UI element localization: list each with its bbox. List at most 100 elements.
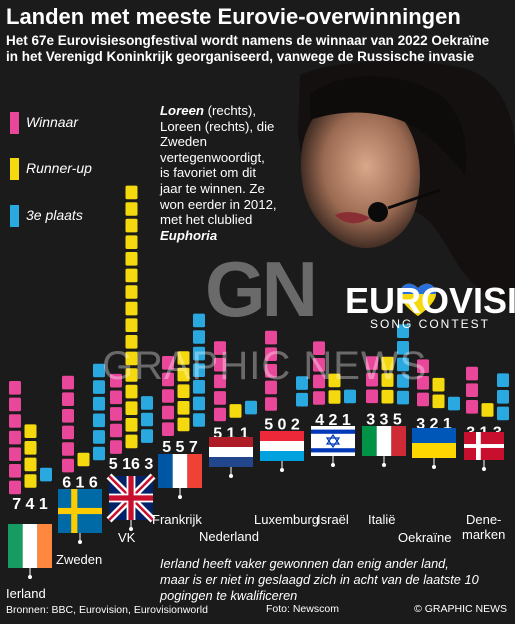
bar-cell-nederland-winnaar-3	[214, 374, 226, 389]
legend-label-3: 3e plaats	[26, 207, 83, 223]
copyright: © GRAPHIC NEWS	[414, 603, 507, 615]
bar-cell-italië-runner-up-1	[381, 389, 394, 404]
subtitle-line-1: Het 67e Eurovisiesongfestival wordt name…	[6, 33, 490, 48]
bar-cell-luxemburg-3e-plaats-2	[296, 376, 308, 390]
country-label-italië: Italië	[368, 512, 396, 527]
bar-cell-nederland-winnaar-2	[214, 391, 226, 405]
bar-cell-ierland-runner-up-1	[24, 474, 37, 488]
bar-cell-vk-runner-up-7	[125, 335, 138, 349]
bar-cell-vk-3e-plaats-1	[141, 429, 153, 443]
bar-cell-frankrijk-3e-plaats-2	[193, 396, 205, 411]
bar-cell-ierland-runner-up-3	[24, 441, 37, 455]
flag-nederland-icon	[209, 437, 253, 478]
bar-cell-israël-winnaar-2	[313, 374, 325, 389]
bar-cell-frankrijk-runner-up-1	[177, 417, 190, 432]
eurovision-heart-icon	[400, 283, 436, 316]
bar-cell-zweden-winnaar-2	[62, 442, 74, 456]
bar-cell-frankrijk-3e-plaats-1	[193, 413, 205, 427]
bar-cell-oekraïne-runner-up-2	[432, 377, 445, 392]
bar-cell-denemarken-winnaar-2	[466, 383, 478, 397]
country-label-zweden: Zweden	[56, 552, 103, 567]
bar-cell-ierland-winnaar-2	[9, 464, 21, 478]
ireland-footnote: Ierland heeft vaker gewonnen dan enig an…	[160, 556, 479, 603]
bar-cell-vk-runner-up-16	[125, 185, 138, 200]
bar-cell-italië-winnaar-1	[366, 389, 378, 404]
bar-cell-oekraïne-runner-up-1	[432, 394, 445, 409]
bar-cell-italië-3e-plaats-5	[397, 324, 409, 338]
bar-cell-oekraïne-winnaar-1	[417, 392, 429, 407]
bar-cell-ierland-runner-up-4	[24, 424, 37, 438]
bar-cell-nederland-winnaar-5	[214, 341, 226, 355]
bar-cell-italië-3e-plaats-1	[397, 390, 409, 405]
bar-cell-luxemburg-3e-plaats-1	[296, 392, 308, 407]
bar-cell-luxemburg-winnaar-1	[265, 397, 277, 411]
bar-cell-nederland-3e-plaats-1	[245, 400, 257, 415]
count-label-israël: 4 2 1	[315, 412, 351, 429]
bar-cell-ierland-runner-up-2	[24, 457, 37, 472]
flag-oekraïne-icon	[412, 428, 456, 469]
bar-cell-ierland-winnaar-5	[9, 414, 21, 428]
bar-cell-denemarken-3e-plaats-1	[497, 406, 509, 421]
bar-cell-israël-runner-up-1	[328, 390, 341, 404]
bar-cell-zweden-winnaar-4	[62, 409, 74, 423]
bar-cell-vk-3e-plaats-3	[141, 396, 153, 410]
bar-cell-frankrijk-3e-plaats-7	[193, 313, 205, 328]
bar-cell-denemarken-winnaar-1	[466, 400, 478, 414]
count-label-vk: 5 16 3	[109, 456, 154, 473]
bar-cell-vk-winnaar-1	[110, 440, 122, 454]
bar-cell-luxemburg-winnaar-5	[265, 330, 277, 345]
bar-cell-frankrijk-runner-up-4	[177, 367, 190, 382]
note-name: Loreen	[160, 103, 204, 118]
bar-cell-frankrijk-runner-up-3	[177, 384, 190, 398]
watermark-letters: GN	[205, 245, 318, 333]
loreen-note: Loreen (rechts), Loreen (rechts), die Zw…	[160, 103, 278, 243]
bar-cell-vk-runner-up-13	[125, 235, 138, 249]
singer-photo	[298, 60, 515, 311]
bar-cell-ierland-winnaar-6	[9, 397, 21, 412]
bar-cell-frankrijk-winnaar-5	[162, 356, 174, 370]
country-label-part-2: marken	[462, 527, 506, 542]
watermark-text: GRAPHIC NEWS	[102, 344, 428, 388]
bar-cell-zweden-runner-up-1	[77, 452, 90, 467]
bar-cell-denemarken-3e-plaats-3	[497, 373, 509, 387]
bar-cell-oekraïne-winnaar-2	[417, 376, 429, 390]
legend-label-2: Runner-up	[26, 160, 92, 176]
bar-cell-frankrijk-3e-plaats-3	[193, 380, 205, 394]
bar-cell-vk-runner-up-15	[125, 202, 138, 216]
eurovision-logo-subtitle: SONG CONTEST	[370, 317, 491, 331]
bar-cell-italië-runner-up-2	[381, 373, 394, 387]
bar-cell-zweden-winnaar-6	[62, 375, 74, 390]
bar-cell-zweden-3e-plaats-1	[93, 446, 105, 461]
bar-cell-vk-runner-up-11	[125, 268, 138, 283]
bar-cell-italië-winnaar-3	[366, 356, 378, 370]
bar-cell-italië-runner-up-3	[381, 356, 394, 371]
bar-cell-luxemburg-winnaar-2	[265, 380, 277, 395]
bar-cell-zweden-3e-plaats-2	[93, 430, 105, 444]
subtitle-line-2: in het Verenigd Koninkrijk georganiseerd…	[6, 49, 475, 64]
flag-frankrijk-icon	[158, 454, 202, 499]
bar-cell-vk-runner-up-6	[125, 351, 138, 366]
country-label-ierland: Ierland	[6, 586, 46, 601]
note-name-suffix: (rechts),	[207, 103, 256, 118]
page-subtitle: Het 67e Eurovisiesongfestival wordt name…	[6, 33, 489, 65]
note-song: Euphoria	[160, 227, 218, 243]
bar-cell-oekraïne-3e-plaats-1	[448, 396, 460, 411]
bar-cell-vk-runner-up-9	[125, 301, 138, 316]
bar-cell-vk-runner-up-14	[125, 218, 138, 233]
bar-cell-frankrijk-runner-up-5	[177, 351, 190, 365]
bar-cell-vk-winnaar-5	[110, 373, 122, 388]
country-label-luxemburg: Luxemburg	[254, 512, 320, 527]
count-label-frankrijk: 5 5 7	[162, 439, 198, 456]
flag-vk-icon	[106, 473, 156, 531]
bar-cell-luxemburg-winnaar-3	[265, 364, 277, 378]
legend-swatch-1	[10, 112, 19, 134]
bar-cell-luxemburg-winnaar-4	[265, 347, 277, 361]
bar-cell-vk-runner-up-2	[125, 418, 138, 432]
bar-cell-frankrijk-winnaar-2	[162, 405, 174, 420]
bar-cell-italië-3e-plaats-2	[397, 374, 409, 388]
bar-cell-zweden-winnaar-5	[62, 392, 74, 406]
bar-cell-vk-runner-up-1	[125, 434, 138, 449]
flag-italië-icon	[362, 426, 406, 467]
